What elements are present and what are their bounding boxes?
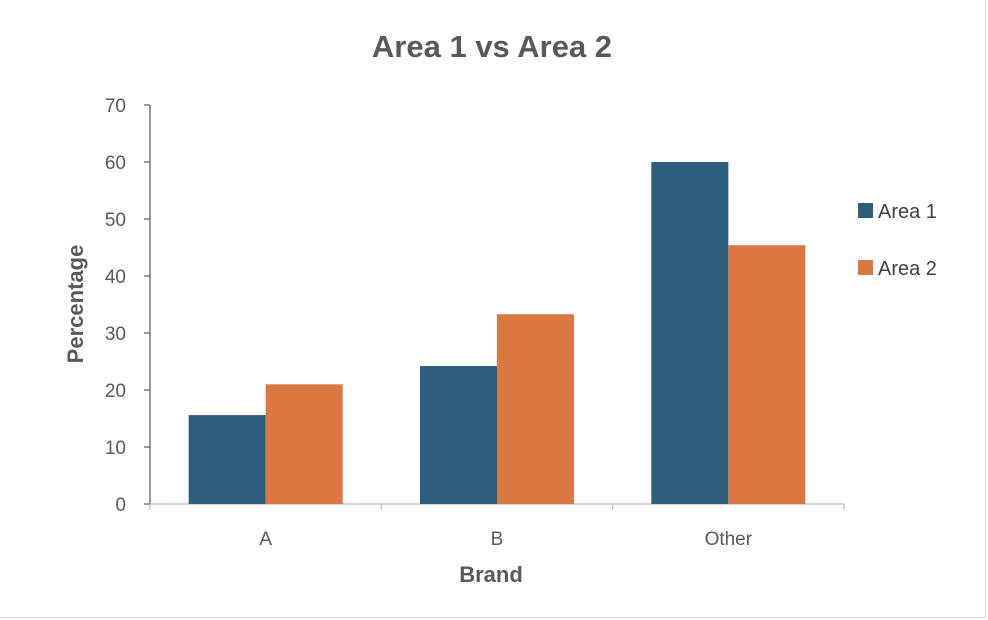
bar-area-1-other — [651, 162, 729, 504]
y-tick-label: 10 — [105, 438, 126, 459]
legend-label: Area 1 — [878, 201, 937, 223]
y-axis-title: Percentage — [63, 245, 88, 364]
legend-label: Area 2 — [878, 258, 937, 280]
y-tick-label: 70 — [105, 96, 126, 117]
x-axis-ticks: A B Other — [149, 504, 845, 550]
bar-area-1-b — [420, 366, 497, 504]
bar-area-2-b — [497, 314, 574, 504]
y-tick-label: 0 — [115, 495, 126, 516]
y-tick-label: 30 — [105, 324, 126, 345]
x-axis-title: Brand — [459, 562, 523, 587]
chart-title: Area 1 vs Area 2 — [372, 29, 612, 64]
x-tick-label: B — [491, 529, 504, 550]
bars-group — [188, 162, 806, 504]
legend: Area 1 Area 2 — [858, 201, 937, 280]
x-tick-label: Other — [705, 529, 753, 550]
bar-area-2-a — [265, 384, 343, 504]
bar-area-1-a — [188, 415, 266, 504]
x-tick-label: A — [259, 529, 272, 550]
bar-area-2-other — [728, 245, 806, 504]
y-tick-label: 20 — [105, 381, 126, 402]
legend-swatch — [858, 203, 873, 218]
y-axis-ticks: 0 10 20 30 40 50 60 70 — [105, 96, 150, 516]
y-tick-label: 40 — [105, 267, 126, 288]
y-tick-label: 50 — [105, 210, 126, 231]
y-tick-label: 60 — [105, 153, 126, 174]
legend-swatch — [858, 260, 873, 275]
